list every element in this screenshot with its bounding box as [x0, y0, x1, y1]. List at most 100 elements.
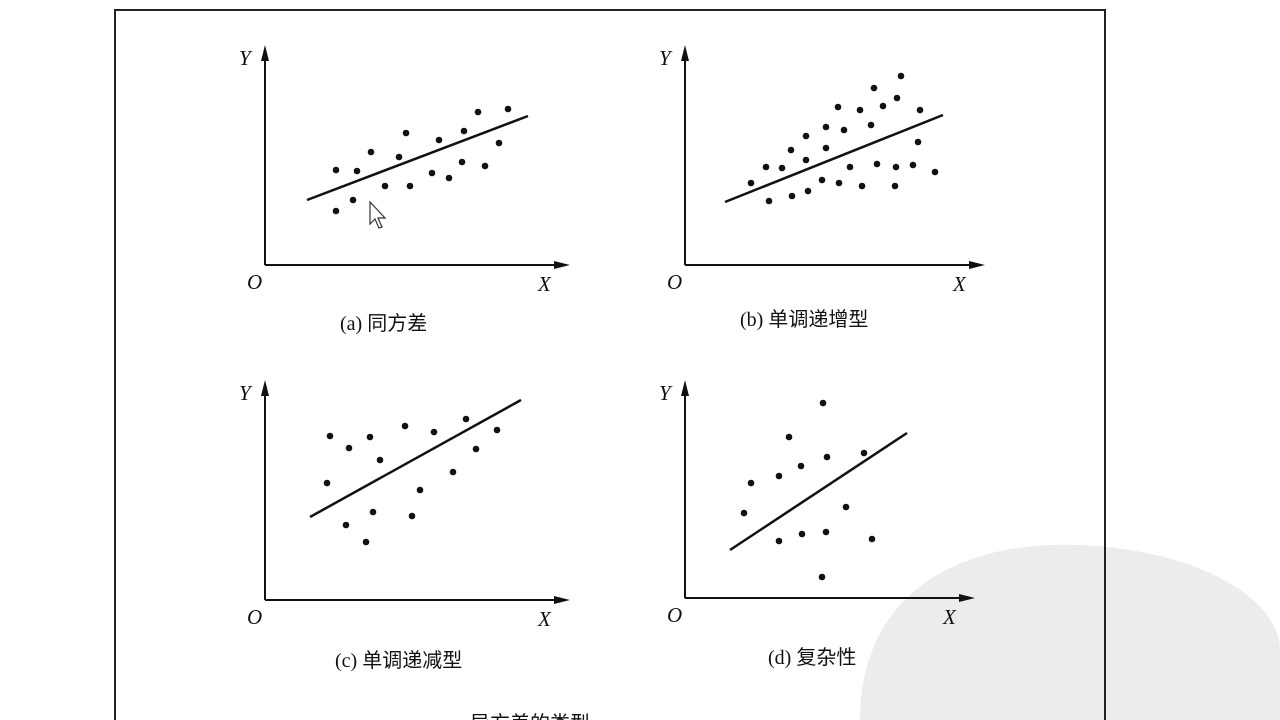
scatter-dot: [804, 187, 812, 195]
y-arrow: [261, 45, 269, 61]
scatter-dot: [822, 144, 830, 152]
panel-caption: (a) 同方差: [340, 312, 427, 335]
scatter-dot: [798, 530, 806, 538]
mouse-cursor: [369, 200, 387, 229]
scatter-dot: [406, 182, 414, 190]
scatter-dot: [891, 182, 899, 190]
scatter-dot: [785, 433, 793, 441]
scatter-dot: [823, 453, 831, 461]
x-label: X: [942, 605, 957, 629]
x-label: X: [537, 607, 552, 631]
scatter-dot: [345, 444, 353, 452]
scatter-dot: [472, 445, 480, 453]
scatter-dot: [366, 433, 374, 441]
scatter-dot: [362, 538, 370, 546]
scatter-dot: [401, 422, 409, 430]
scatter-dot: [914, 138, 922, 146]
scatter-dot: [834, 103, 842, 111]
figure-caption: 异方差的类型: [470, 712, 590, 720]
trend-line: [729, 431, 908, 552]
y-label: Y: [659, 46, 673, 70]
scatter-dot: [747, 179, 755, 187]
trend-line: [309, 398, 522, 519]
scatter-dot: [879, 102, 887, 110]
scatter-dot: [802, 156, 810, 164]
scatter-dot: [326, 432, 334, 440]
scatter-dot: [458, 158, 466, 166]
scatter-dot: [428, 169, 436, 177]
scatter-dot: [818, 573, 826, 581]
panels: Y O X (a) 同方差 Y O X (b) 单调递增型 Y O X (c) 单调递减型 Y O X (d)…: [239, 45, 985, 672]
scatter-dot: [462, 415, 470, 423]
scatter-dot: [819, 399, 827, 407]
scatter-dot: [856, 106, 864, 114]
watermark: [860, 544, 1280, 720]
scatter-dot: [788, 192, 796, 200]
y-arrow: [681, 380, 689, 396]
scatter-dot: [822, 123, 830, 131]
origin-label: O: [247, 605, 262, 629]
scatter-dot: [858, 182, 866, 190]
scatter-dot: [367, 148, 375, 156]
panel-caption: (b) 单调递增型: [740, 308, 868, 331]
x-label: X: [537, 272, 552, 296]
scatter-dot: [747, 479, 755, 487]
scatter-dot: [842, 503, 850, 511]
scatter-dot: [369, 508, 377, 516]
scatter-dot: [445, 174, 453, 182]
scatter-dot: [493, 426, 501, 434]
scatter-dot: [762, 163, 770, 171]
scatter-dot: [802, 132, 810, 140]
panel-caption: (c) 单调递减型: [335, 649, 462, 672]
scatter-dot: [408, 512, 416, 520]
x-arrow: [959, 594, 975, 602]
scatter-dot: [332, 207, 340, 215]
scatter-dot: [323, 479, 331, 487]
scatter-dot: [778, 164, 786, 172]
scatter-dot: [349, 196, 357, 204]
scatter-dot: [495, 139, 503, 147]
scatter-dot: [870, 84, 878, 92]
origin-label: O: [667, 603, 682, 627]
scatter-dot: [892, 163, 900, 171]
scatter-dot: [860, 449, 868, 457]
y-arrow: [261, 380, 269, 396]
scatter-dot: [818, 176, 826, 184]
scatter-dot: [332, 166, 340, 174]
scatter-dot: [402, 129, 410, 137]
scatter-dot: [395, 153, 403, 161]
scatter-dot: [765, 197, 773, 205]
panel-caption: (d) 复杂性: [768, 646, 856, 669]
x-arrow: [554, 596, 570, 604]
scatter-dot: [376, 456, 384, 464]
origin-label: O: [247, 270, 262, 294]
scatter-dot: [481, 162, 489, 170]
y-label: Y: [659, 381, 673, 405]
y-arrow: [681, 45, 689, 61]
scatter-dot: [353, 167, 361, 175]
scatter-dot: [474, 108, 482, 116]
scatter-dot: [381, 182, 389, 190]
x-arrow: [969, 261, 985, 269]
y-label: Y: [239, 381, 253, 405]
scatter-dot: [916, 106, 924, 114]
scatter-dot: [775, 537, 783, 545]
scatter-dot: [822, 528, 830, 536]
scatter-dot: [873, 160, 881, 168]
trend-line: [306, 114, 529, 202]
scatter-dot: [787, 146, 795, 154]
scatter-dot: [449, 468, 457, 476]
y-label: Y: [239, 46, 253, 70]
scatter-dot: [897, 72, 905, 80]
scatter-dot: [775, 472, 783, 480]
scatter-dot: [430, 428, 438, 436]
scatter-dot: [835, 179, 843, 187]
scatter-dot: [909, 161, 917, 169]
scatter-dot: [868, 535, 876, 543]
scatter-dot: [460, 127, 468, 135]
scatter-dot: [435, 136, 443, 144]
trend-line: [724, 113, 944, 204]
scatter-dot: [740, 509, 748, 517]
